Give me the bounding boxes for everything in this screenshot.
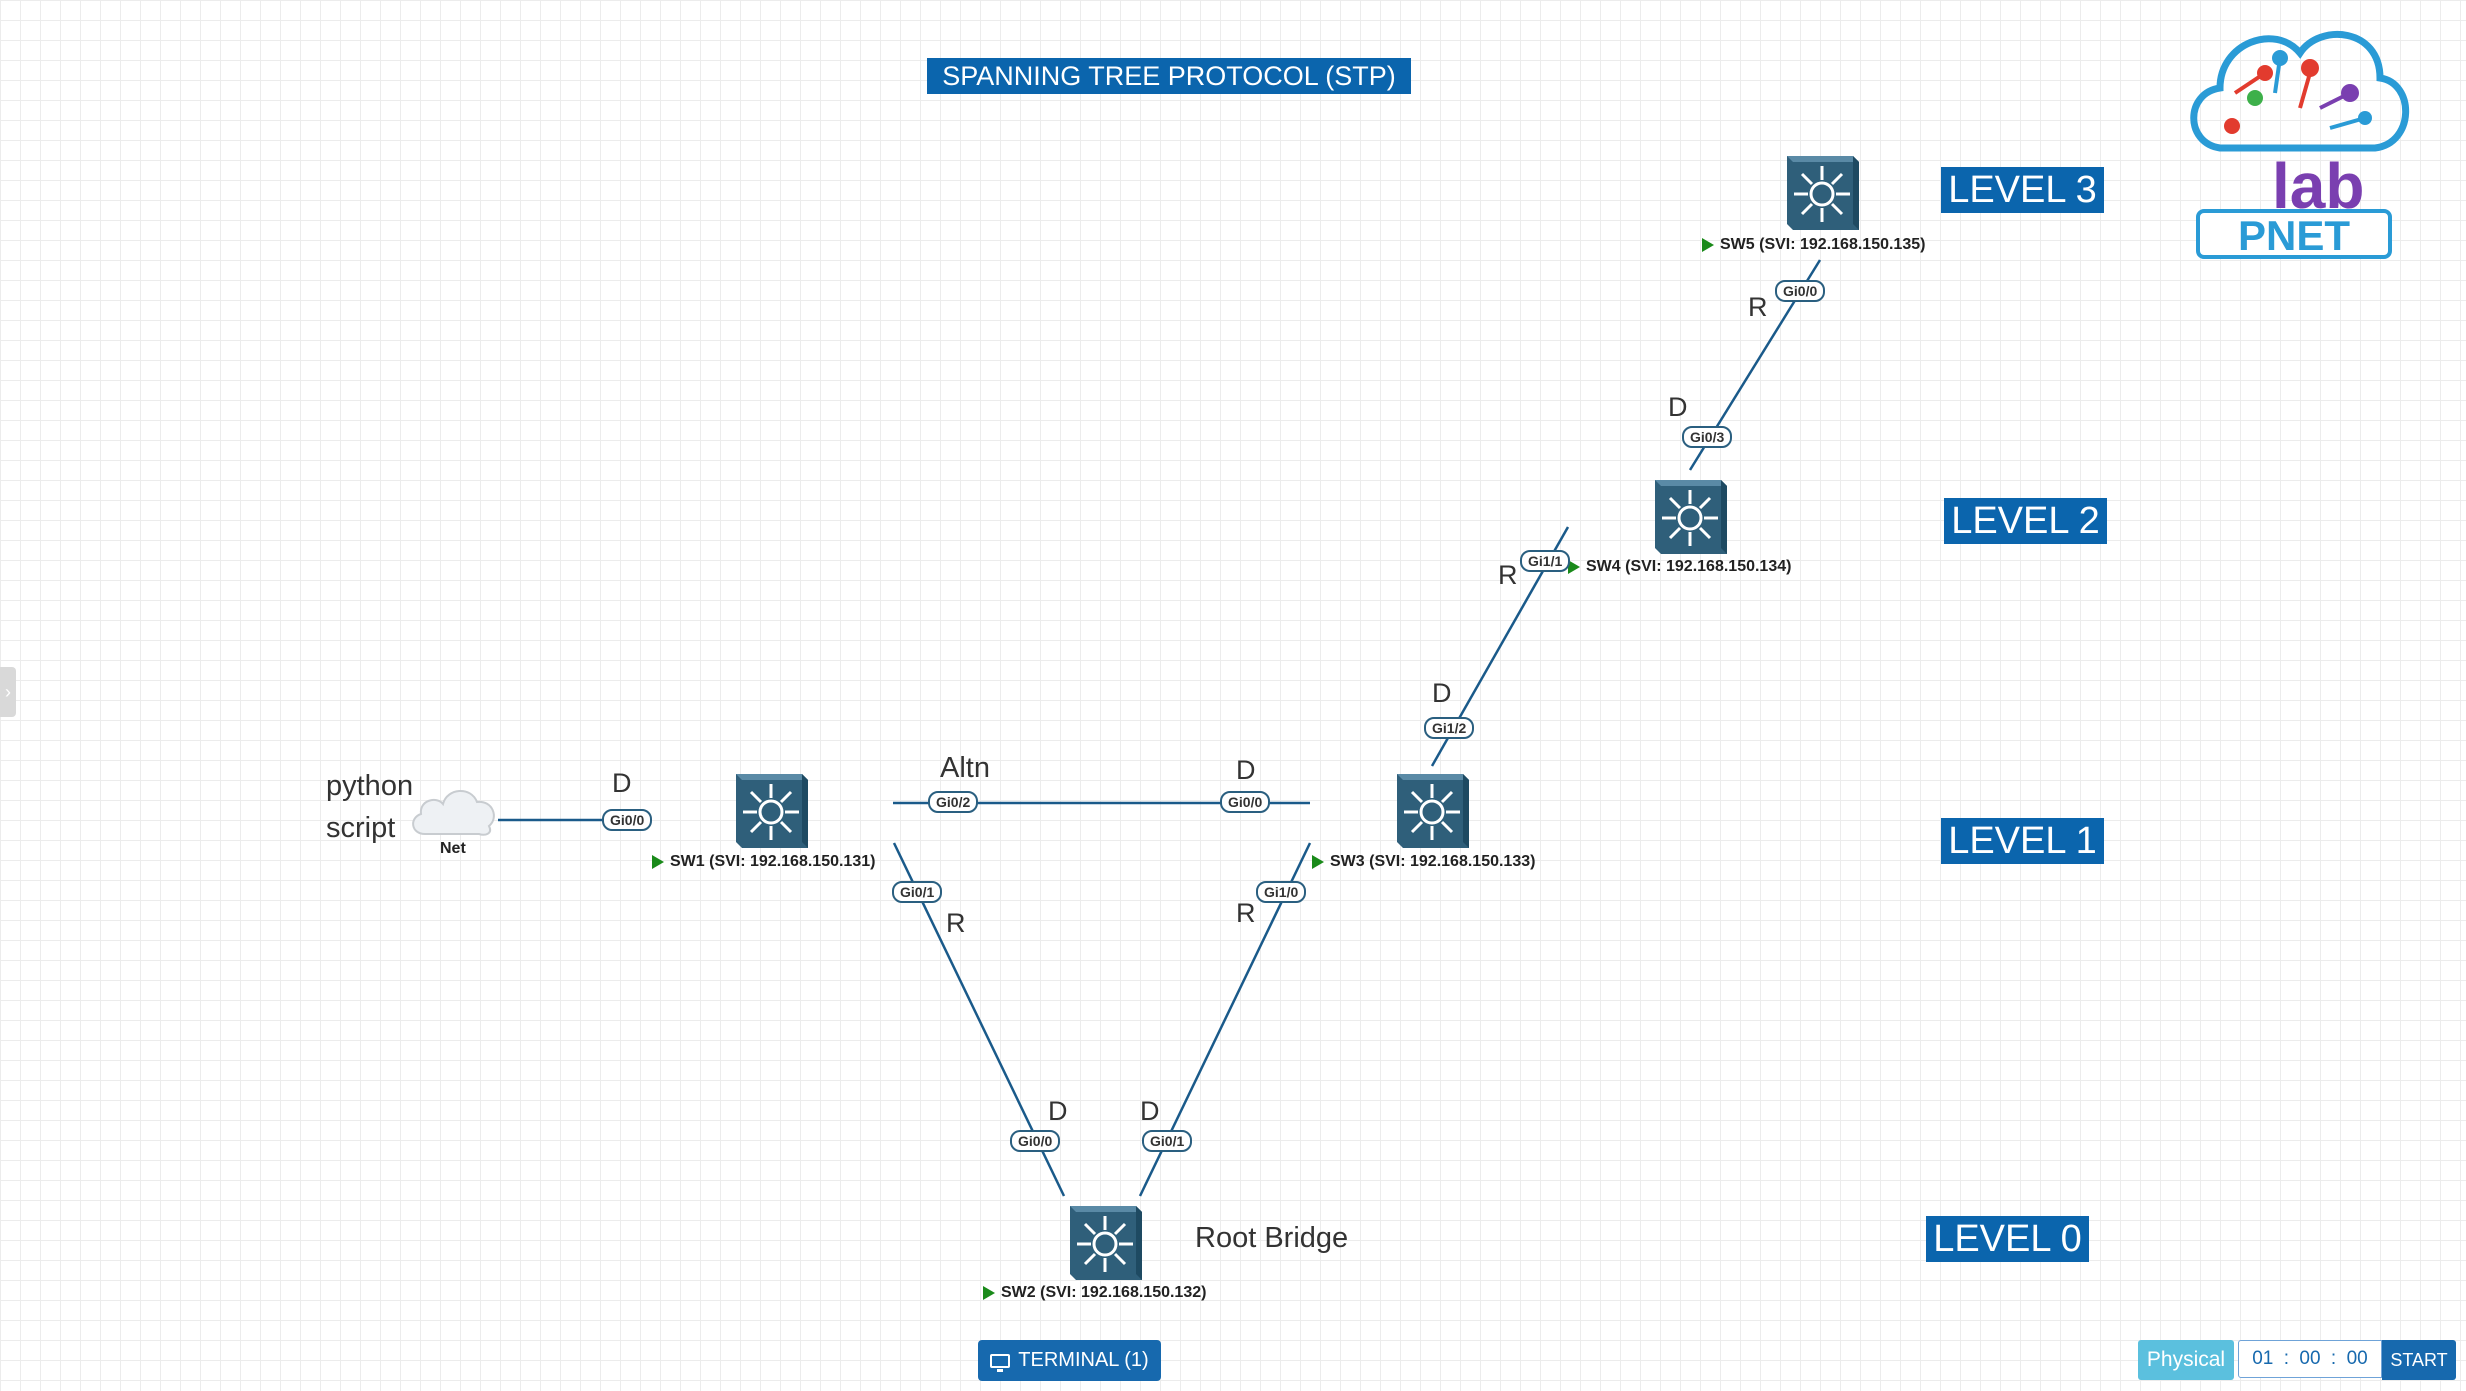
role-sw3-gi1-2: D [1432, 678, 1452, 709]
terminal-button-label: TERMINAL (1) [1018, 1349, 1148, 1372]
level-2-label: LEVEL 2 [1944, 498, 2107, 544]
monitor-icon [990, 1354, 1010, 1368]
role-sw3-gi1-0: R [1236, 898, 1256, 929]
port-sw4-gi1-1[interactable]: Gi1/1 [1520, 550, 1570, 572]
timer-display[interactable]: 01 : 00 : 00 [2238, 1340, 2382, 1378]
alternate-port-annotation: Altn [940, 752, 990, 785]
sw2-switch-icon[interactable] [1062, 1202, 1144, 1284]
level-1-label: LEVEL 1 [1941, 818, 2104, 864]
sw3-switch-icon[interactable] [1389, 770, 1471, 852]
cloud-icon[interactable] [407, 780, 501, 838]
python-word: python [326, 770, 413, 802]
sw1-switch-icon[interactable] [728, 770, 810, 852]
port-sw2-gi0-1[interactable]: Gi0/1 [1142, 1130, 1192, 1152]
diagram-title: SPANNING TREE PROTOCOL (STP) [927, 58, 1411, 94]
logo-pnet-text: PNET [2238, 212, 2350, 259]
running-status-icon [1312, 855, 1324, 869]
role-sw3-gi0-0: D [1236, 755, 1256, 786]
root-bridge-annotation: Root Bridge [1195, 1222, 1348, 1255]
port-sw3-gi0-0[interactable]: Gi0/0 [1220, 791, 1270, 813]
running-status-icon [983, 1286, 995, 1300]
port-sw5-gi0-0[interactable]: Gi0/0 [1775, 280, 1825, 302]
level-0-label: LEVEL 0 [1926, 1216, 2089, 1262]
role-sw4-gi0-3: D [1668, 392, 1688, 423]
timer-hours: 01 [2252, 1348, 2273, 1370]
port-cloud-gi0-0[interactable]: Gi0/0 [602, 809, 652, 831]
cloud-net-label: Net [440, 840, 466, 858]
python-script-annotation: python script [326, 765, 413, 849]
sw5-switch-icon[interactable] [1779, 152, 1861, 234]
sw5-node-label[interactable]: SW5 (SVI: 192.168.150.135) [1702, 236, 1925, 254]
sw4-node-label[interactable]: SW4 (SVI: 192.168.150.134) [1568, 558, 1791, 576]
port-sw1-gi0-1[interactable]: Gi0/1 [892, 881, 942, 903]
role-sw2-gi0-1: D [1140, 1096, 1160, 1127]
sw4-name: SW4 (SVI: 192.168.150.134) [1586, 558, 1791, 576]
port-sw3-gi1-0[interactable]: Gi1/0 [1256, 881, 1306, 903]
timer-seconds: 00 [2347, 1348, 2368, 1370]
timer-separator: : [2331, 1348, 2336, 1370]
sw3-name: SW3 (SVI: 192.168.150.133) [1330, 853, 1535, 871]
sw1-node-label[interactable]: SW1 (SVI: 192.168.150.131) [652, 853, 875, 871]
sw4-switch-icon[interactable] [1647, 476, 1729, 558]
sidebar-toggle[interactable]: › [0, 667, 16, 717]
timer-minutes: 00 [2299, 1348, 2320, 1370]
sw2-name: SW2 (SVI: 192.168.150.132) [1001, 1284, 1206, 1302]
pnetlab-logo: lab PNET [2180, 18, 2415, 263]
port-sw4-gi0-3[interactable]: Gi0/3 [1682, 426, 1732, 448]
role-sw5-gi0-0: R [1748, 292, 1768, 323]
physical-button[interactable]: Physical [2138, 1340, 2234, 1380]
role-sw1-gi0-1: R [946, 908, 966, 939]
sw3-node-label[interactable]: SW3 (SVI: 192.168.150.133) [1312, 853, 1535, 871]
port-sw3-gi1-2[interactable]: Gi1/2 [1424, 717, 1474, 739]
sw2-node-label[interactable]: SW2 (SVI: 192.168.150.132) [983, 1284, 1206, 1302]
running-status-icon [652, 855, 664, 869]
role-sw2-gi0-0: D [1048, 1096, 1068, 1127]
chevron-right-icon: › [5, 682, 11, 703]
timer-separator: : [2284, 1348, 2289, 1370]
script-word: script [326, 812, 395, 844]
role-sw4-gi1-1: R [1498, 560, 1518, 591]
level-3-label: LEVEL 3 [1941, 167, 2104, 213]
sw1-name: SW1 (SVI: 192.168.150.131) [670, 853, 875, 871]
port-sw2-gi0-0[interactable]: Gi0/0 [1010, 1130, 1060, 1152]
port-sw1-gi0-2[interactable]: Gi0/2 [928, 791, 978, 813]
sw5-name: SW5 (SVI: 192.168.150.135) [1720, 236, 1925, 254]
running-status-icon [1702, 238, 1714, 252]
role-cloud-link: D [612, 768, 632, 799]
terminal-button[interactable]: TERMINAL (1) [978, 1340, 1161, 1381]
start-button[interactable]: START [2382, 1340, 2456, 1380]
